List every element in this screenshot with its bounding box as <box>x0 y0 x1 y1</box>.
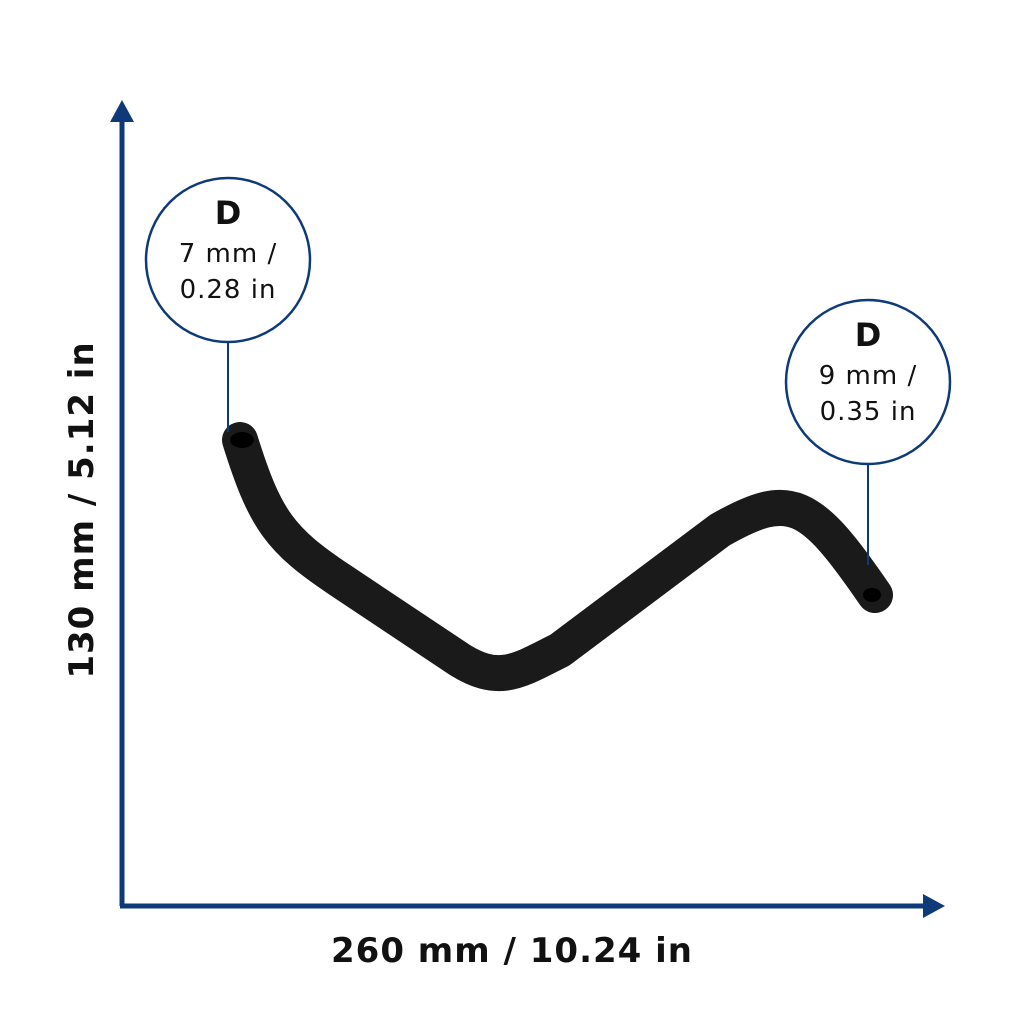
y-arrow <box>110 100 134 122</box>
axes <box>110 100 945 918</box>
callout: D 7 mm / 0.28 in <box>144 176 312 432</box>
callout-label: D <box>215 194 242 232</box>
hose-end <box>230 432 254 448</box>
callout-text: 9 mm / <box>819 361 918 391</box>
callout-text: 0.35 in <box>820 397 917 427</box>
callout: D 9 mm / 0.35 in <box>784 298 952 565</box>
hose-body <box>222 422 893 692</box>
hose <box>222 422 893 692</box>
callout-circle <box>784 298 952 466</box>
callout-text: 0.28 in <box>180 275 277 305</box>
hose-end <box>863 588 881 602</box>
callout-text: 7 mm / <box>179 239 278 269</box>
callout-label: D <box>855 316 882 354</box>
x-arrow <box>923 894 945 918</box>
width-label: 260 mm / 10.24 in <box>331 931 693 971</box>
height-label: 130 mm / 5.12 in <box>62 341 102 678</box>
callout-circle <box>144 176 312 344</box>
